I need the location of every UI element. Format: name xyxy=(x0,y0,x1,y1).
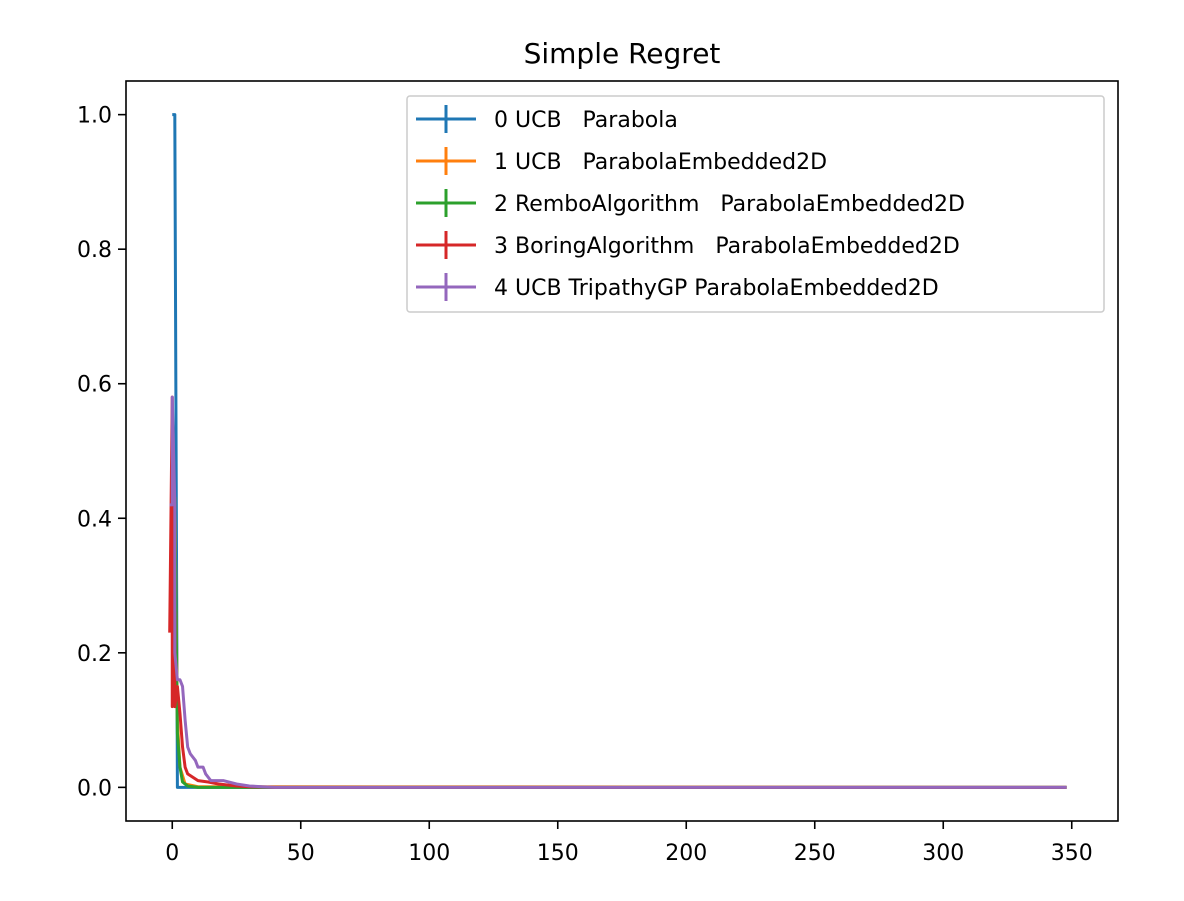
series-lines xyxy=(168,113,1067,789)
legend-item: 2 RemboAlgorithm ParabolaEmbedded2D xyxy=(416,189,965,217)
legend: 0 UCB Parabola 1 UCB ParabolaEmbedded2D 2 … xyxy=(406,95,1105,313)
y-tick-label: 0.4 xyxy=(77,507,112,532)
legend-item: 1 UCB ParabolaEmbedded2D xyxy=(416,147,827,175)
legend-label: 2 RemboAlgorithm ParabolaEmbedded2D xyxy=(494,192,965,217)
chart-title: Simple Regret xyxy=(524,37,721,70)
y-tick-label: 0.8 xyxy=(77,238,112,263)
y-tick-label: 1.0 xyxy=(77,104,112,129)
axes-frame xyxy=(125,80,1119,822)
legend-box xyxy=(406,95,1105,313)
x-tick-label: 50 xyxy=(287,841,315,866)
legend-label: 4 UCB TripathyGP ParabolaEmbedded2D xyxy=(494,276,939,301)
legend-label: 3 BoringAlgorithm ParabolaEmbedded2D xyxy=(494,234,960,259)
x-tick-label: 150 xyxy=(537,841,579,866)
y-tick-label: 0.0 xyxy=(77,776,112,801)
y-tick-label: 0.6 xyxy=(77,373,112,398)
x-tick-label: 250 xyxy=(794,841,836,866)
legend-item: 4 UCB TripathyGP ParabolaEmbedded2D xyxy=(416,273,939,301)
series-line-4 xyxy=(169,395,1067,789)
x-tick-label: 0 xyxy=(165,841,179,866)
x-tick-label: 300 xyxy=(922,841,964,866)
legend-label: 0 UCB Parabola xyxy=(494,108,678,133)
y-tick-label: 0.2 xyxy=(77,642,112,667)
legend-item: 0 UCB Parabola xyxy=(416,105,678,133)
axis-ticks: 0 50 100 150 200 250 300 350 0.0 0.2 0.4 0.6 0.8 1.0 xyxy=(77,104,1093,866)
legend-item: 3 BoringAlgorithm ParabolaEmbedded2D xyxy=(416,231,960,259)
legend-label: 1 UCB ParabolaEmbedded2D xyxy=(494,150,827,175)
x-tick-label: 200 xyxy=(665,841,707,866)
x-tick-label: 350 xyxy=(1051,841,1093,866)
plot-area xyxy=(168,113,1067,789)
x-tick-label: 100 xyxy=(408,841,450,866)
